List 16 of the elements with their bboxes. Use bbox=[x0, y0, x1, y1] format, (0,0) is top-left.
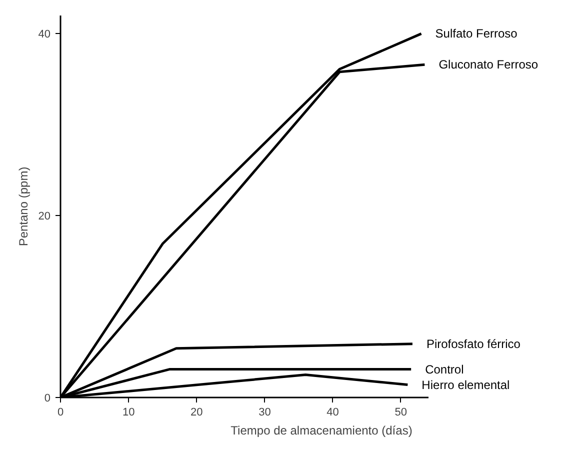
series-label: Gluconato Ferroso bbox=[438, 58, 538, 72]
x-tick-label: 30 bbox=[258, 406, 271, 418]
series-label: Hierro elemental bbox=[422, 378, 510, 392]
x-tick-label: 50 bbox=[394, 406, 408, 418]
series-label: Sulfato Ferroso bbox=[435, 26, 518, 41]
x-axis-title: Tiempo de almacenamiento (días) bbox=[230, 424, 412, 438]
y-tick-label: 0 bbox=[44, 392, 51, 404]
x-tick-label: 40 bbox=[326, 406, 339, 418]
x-tick-label: 0 bbox=[57, 406, 64, 418]
x-tick-label: 20 bbox=[190, 406, 203, 418]
y-axis-title: Pentano (ppm) bbox=[16, 166, 30, 246]
y-tick-label: 40 bbox=[38, 28, 51, 41]
x-tick-label: 10 bbox=[122, 406, 135, 418]
series-label: Control bbox=[425, 362, 464, 376]
series-label: Pirofosfato férrico bbox=[426, 336, 521, 351]
y-tick-label: 20 bbox=[38, 210, 51, 223]
